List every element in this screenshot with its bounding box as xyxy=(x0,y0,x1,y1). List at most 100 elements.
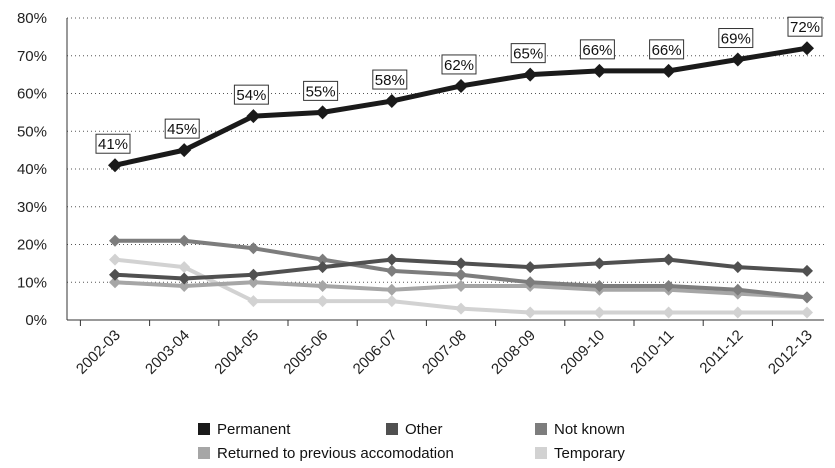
data-point xyxy=(178,280,191,293)
x-tick-label: 2006-07 xyxy=(350,327,401,378)
data-point xyxy=(247,276,260,289)
data-label-box xyxy=(510,43,546,64)
y-tick-label: 30% xyxy=(17,199,47,216)
data-point xyxy=(801,264,813,277)
data-point xyxy=(316,261,329,274)
data-point xyxy=(316,280,329,293)
legend-swatch xyxy=(535,423,547,435)
data-label: 65% xyxy=(513,46,543,63)
data-label-box xyxy=(372,69,408,90)
data-point xyxy=(247,268,260,281)
x-tick-label: 2011-12 xyxy=(696,327,746,377)
data-point xyxy=(455,257,467,270)
legend-swatch xyxy=(535,447,547,459)
x-tick-label: 2009-10 xyxy=(557,327,608,378)
data-point xyxy=(592,63,607,78)
data-point xyxy=(177,143,192,158)
data-point xyxy=(524,306,537,319)
y-tick-label: 60% xyxy=(17,86,47,103)
data-point xyxy=(731,306,744,319)
data-label: 55% xyxy=(306,83,336,100)
data-label: 66% xyxy=(582,42,612,59)
x-tick-label: 2007-08 xyxy=(419,327,470,378)
y-axis-ticks: 0% 10% 20% 30% 40% 50% 60% 70% 80% xyxy=(17,10,47,329)
legend: Permanent Other Not known Returned to previ… xyxy=(198,421,625,462)
legend-label: Other xyxy=(405,421,443,438)
data-point xyxy=(316,295,329,308)
data-point xyxy=(247,295,260,308)
data-point xyxy=(178,234,191,247)
data-label: 58% xyxy=(375,72,405,89)
legend-label: Temporary xyxy=(554,445,625,462)
x-tick-label: 2008-09 xyxy=(488,327,539,378)
data-label: 72% xyxy=(790,19,820,36)
data-label-box xyxy=(579,39,615,60)
data-point xyxy=(246,109,261,124)
data-label-box xyxy=(303,80,339,101)
data-point xyxy=(662,306,675,319)
data-point xyxy=(801,306,813,319)
data-label-box xyxy=(441,54,477,75)
legend-label: Not known xyxy=(554,421,625,438)
data-label-box xyxy=(649,39,685,60)
x-tick-label: 2004-05 xyxy=(211,327,262,378)
data-label-box xyxy=(233,84,269,105)
x-tick-label: 2010-11 xyxy=(627,327,677,377)
axes xyxy=(66,18,824,326)
data-label: 69% xyxy=(721,31,751,48)
x-tick-label: 2003-04 xyxy=(142,327,193,378)
y-tick-label: 50% xyxy=(17,123,47,140)
data-point xyxy=(523,67,538,82)
x-axis-ticks: 2002-03 2003-04 2004-05 2005-06 2006-07 2007-… xyxy=(73,327,816,378)
data-label: 62% xyxy=(444,57,474,74)
data-point xyxy=(662,280,675,293)
data-point xyxy=(455,280,467,293)
data-label-box xyxy=(787,16,823,37)
data-point xyxy=(455,268,467,281)
data-point xyxy=(109,234,121,247)
data-label-box xyxy=(95,133,131,154)
data-point xyxy=(385,283,398,296)
data-point xyxy=(731,261,744,274)
data-point xyxy=(315,105,330,120)
data-point xyxy=(801,291,813,304)
data-point xyxy=(108,158,122,173)
data-label-box xyxy=(164,118,200,139)
data-point xyxy=(731,283,744,296)
legend-label: Permanent xyxy=(217,421,291,438)
data-point xyxy=(385,264,398,277)
data-point xyxy=(800,41,814,56)
data-point xyxy=(109,253,121,266)
data-point xyxy=(593,306,606,319)
data-label: 41% xyxy=(98,136,128,153)
x-tick-label: 2005-06 xyxy=(280,327,331,378)
legend-label: Returned to previous accomodation xyxy=(217,445,454,462)
data-point xyxy=(316,253,329,266)
data-point xyxy=(385,253,398,266)
x-tick-label: 2002-03 xyxy=(73,327,124,378)
data-point xyxy=(593,257,606,270)
y-tick-label: 20% xyxy=(17,237,47,254)
y-tick-label: 10% xyxy=(17,274,47,291)
data-label: 66% xyxy=(652,42,682,59)
data-point xyxy=(109,276,121,289)
data-label: 45% xyxy=(167,121,197,138)
data-point xyxy=(524,261,537,274)
y-tick-label: 80% xyxy=(17,10,47,27)
data-point xyxy=(730,52,745,67)
y-tick-label: 40% xyxy=(17,161,47,178)
y-tick-label: 0% xyxy=(25,312,47,329)
data-label: 54% xyxy=(236,87,266,104)
data-point xyxy=(662,253,675,266)
data-point xyxy=(661,63,676,78)
data-point xyxy=(384,94,399,109)
x-tick-label: 2012-13 xyxy=(765,327,816,378)
data-point xyxy=(455,302,467,315)
y-tick-label: 70% xyxy=(17,48,47,65)
data-labels: 41% 45% 54% 55% 58% 62% 65% 66% 66% 69% 72% xyxy=(95,16,823,154)
data-point xyxy=(178,261,191,274)
data-point xyxy=(109,268,121,281)
legend-swatch xyxy=(386,423,398,435)
data-point xyxy=(593,280,606,293)
